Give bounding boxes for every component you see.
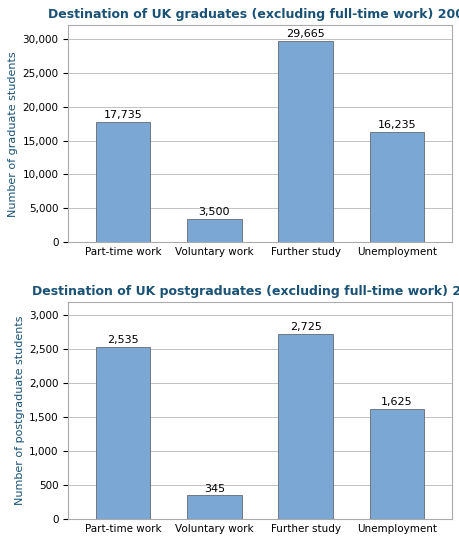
Bar bbox=[278, 41, 332, 242]
Bar bbox=[369, 132, 423, 242]
Bar bbox=[187, 495, 241, 519]
Title: Destination of UK postgraduates (excluding full-time work) 2008: Destination of UK postgraduates (excludi… bbox=[32, 285, 459, 298]
Text: 16,235: 16,235 bbox=[377, 120, 415, 131]
Text: 1,625: 1,625 bbox=[380, 397, 412, 407]
Text: 17,735: 17,735 bbox=[104, 110, 142, 120]
Bar bbox=[369, 409, 423, 519]
Y-axis label: Number of postgraduate students: Number of postgraduate students bbox=[15, 315, 25, 505]
Text: 2,535: 2,535 bbox=[107, 335, 139, 345]
Text: 29,665: 29,665 bbox=[285, 29, 325, 40]
Text: 2,725: 2,725 bbox=[289, 322, 321, 332]
Bar bbox=[95, 122, 150, 242]
Title: Destination of UK graduates (excluding full-time work) 2008: Destination of UK graduates (excluding f… bbox=[48, 8, 459, 21]
Y-axis label: Number of graduate students: Number of graduate students bbox=[8, 51, 18, 217]
Bar bbox=[95, 347, 150, 519]
Text: 3,500: 3,500 bbox=[198, 207, 230, 217]
Text: 345: 345 bbox=[203, 483, 224, 494]
Bar bbox=[278, 334, 332, 519]
Bar bbox=[187, 218, 241, 242]
